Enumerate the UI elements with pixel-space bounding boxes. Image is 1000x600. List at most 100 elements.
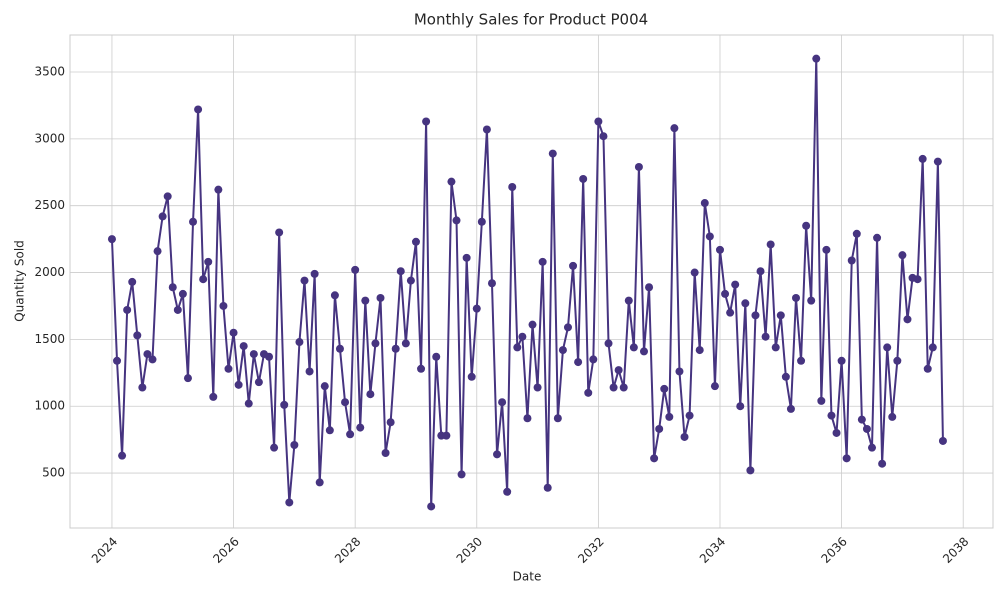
point (629, 343, 638, 352)
point (239, 342, 248, 351)
point (518, 332, 527, 341)
point (888, 412, 897, 421)
point (123, 305, 132, 314)
point (467, 372, 476, 381)
point (756, 267, 765, 276)
point (624, 296, 633, 305)
point (563, 323, 572, 332)
point (893, 356, 902, 365)
point (366, 390, 375, 399)
point (183, 374, 192, 383)
point (280, 400, 289, 409)
point (680, 432, 689, 441)
point (655, 424, 664, 433)
point (194, 105, 203, 114)
point (224, 364, 233, 373)
point (310, 269, 319, 278)
point (285, 498, 294, 507)
point (508, 182, 517, 191)
point (715, 245, 724, 254)
point (543, 483, 552, 492)
y-tick-label: 1500 (34, 332, 65, 346)
y-tick-label: 500 (42, 466, 65, 480)
point (614, 366, 623, 375)
point (898, 251, 907, 260)
point (325, 426, 334, 435)
point (234, 380, 243, 389)
point (584, 388, 593, 397)
point (204, 257, 213, 266)
point (751, 311, 760, 320)
point (660, 384, 669, 393)
point (731, 280, 740, 289)
point (462, 253, 471, 262)
point (786, 404, 795, 413)
point (214, 185, 223, 194)
point (634, 162, 643, 171)
point (346, 430, 355, 439)
point (472, 304, 481, 313)
point (386, 418, 395, 427)
point (361, 296, 370, 305)
point (538, 257, 547, 266)
point (569, 261, 578, 270)
point (832, 428, 841, 437)
point (918, 154, 927, 163)
point (533, 383, 542, 392)
point (305, 367, 314, 376)
point (442, 431, 451, 440)
point (265, 352, 274, 361)
point (736, 402, 745, 411)
point (690, 268, 699, 277)
point (928, 343, 937, 352)
y-tick-label: 3000 (34, 131, 65, 145)
point (645, 283, 654, 292)
point (721, 289, 730, 298)
point (406, 276, 415, 285)
point (391, 344, 400, 353)
point (868, 443, 877, 452)
point (817, 396, 826, 405)
point (710, 382, 719, 391)
point (401, 339, 410, 348)
point (797, 356, 806, 365)
point (432, 352, 441, 361)
point (300, 276, 309, 285)
x-tick-label: 2036 (818, 534, 849, 565)
point (199, 275, 208, 284)
y-tick-label: 1000 (34, 399, 65, 413)
x-tick-label: 2028 (332, 534, 363, 565)
point (903, 315, 912, 324)
x-axis-label: Date (513, 570, 542, 584)
x-tick-label: 2038 (940, 534, 971, 565)
point (128, 277, 137, 286)
point (842, 454, 851, 463)
point (229, 328, 238, 337)
point (594, 117, 603, 126)
point (883, 343, 892, 352)
point (138, 383, 147, 392)
point (335, 344, 344, 353)
chart-title: Monthly Sales for Product P004 (414, 11, 648, 29)
point (781, 372, 790, 381)
point (523, 414, 532, 423)
point (771, 343, 780, 352)
point (487, 279, 496, 288)
point (381, 449, 390, 458)
point (650, 454, 659, 463)
point (837, 356, 846, 365)
point (341, 398, 350, 407)
point (178, 289, 187, 298)
point (417, 364, 426, 373)
point (579, 174, 588, 183)
point (665, 412, 674, 421)
point (857, 415, 866, 424)
point (513, 343, 522, 352)
point (639, 347, 648, 356)
point (761, 332, 770, 341)
point (457, 470, 466, 479)
point (528, 320, 537, 329)
point (822, 245, 831, 254)
point (452, 216, 461, 225)
